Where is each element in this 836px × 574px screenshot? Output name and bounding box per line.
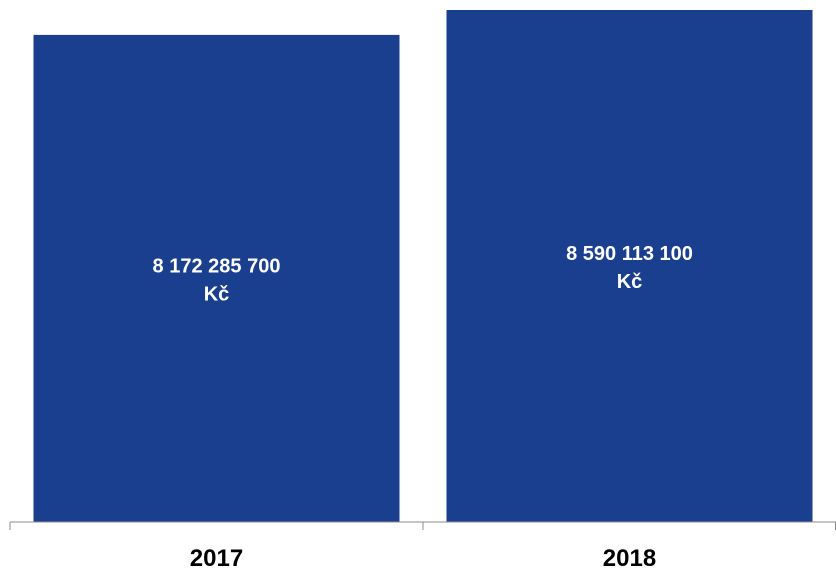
data-label-unit-2017: Kč	[204, 283, 230, 305]
data-label-value-2017: 8 172 285 700	[153, 255, 281, 277]
data-label-value-2018: 8 590 113 100	[566, 243, 693, 265]
x-tick-label-2017: 2017	[190, 545, 243, 572]
data-label-unit-2018: Kč	[617, 271, 643, 293]
bar-2018	[446, 10, 813, 522]
bar-2017	[33, 34, 400, 523]
bars-layer	[33, 10, 813, 523]
labels-layer: 8 172 285 700 Kč 2017 8 590 113 100 Kč 2018	[153, 243, 693, 572]
x-axis	[9, 521, 836, 530]
x-tick-label-2018: 2018	[603, 545, 656, 572]
